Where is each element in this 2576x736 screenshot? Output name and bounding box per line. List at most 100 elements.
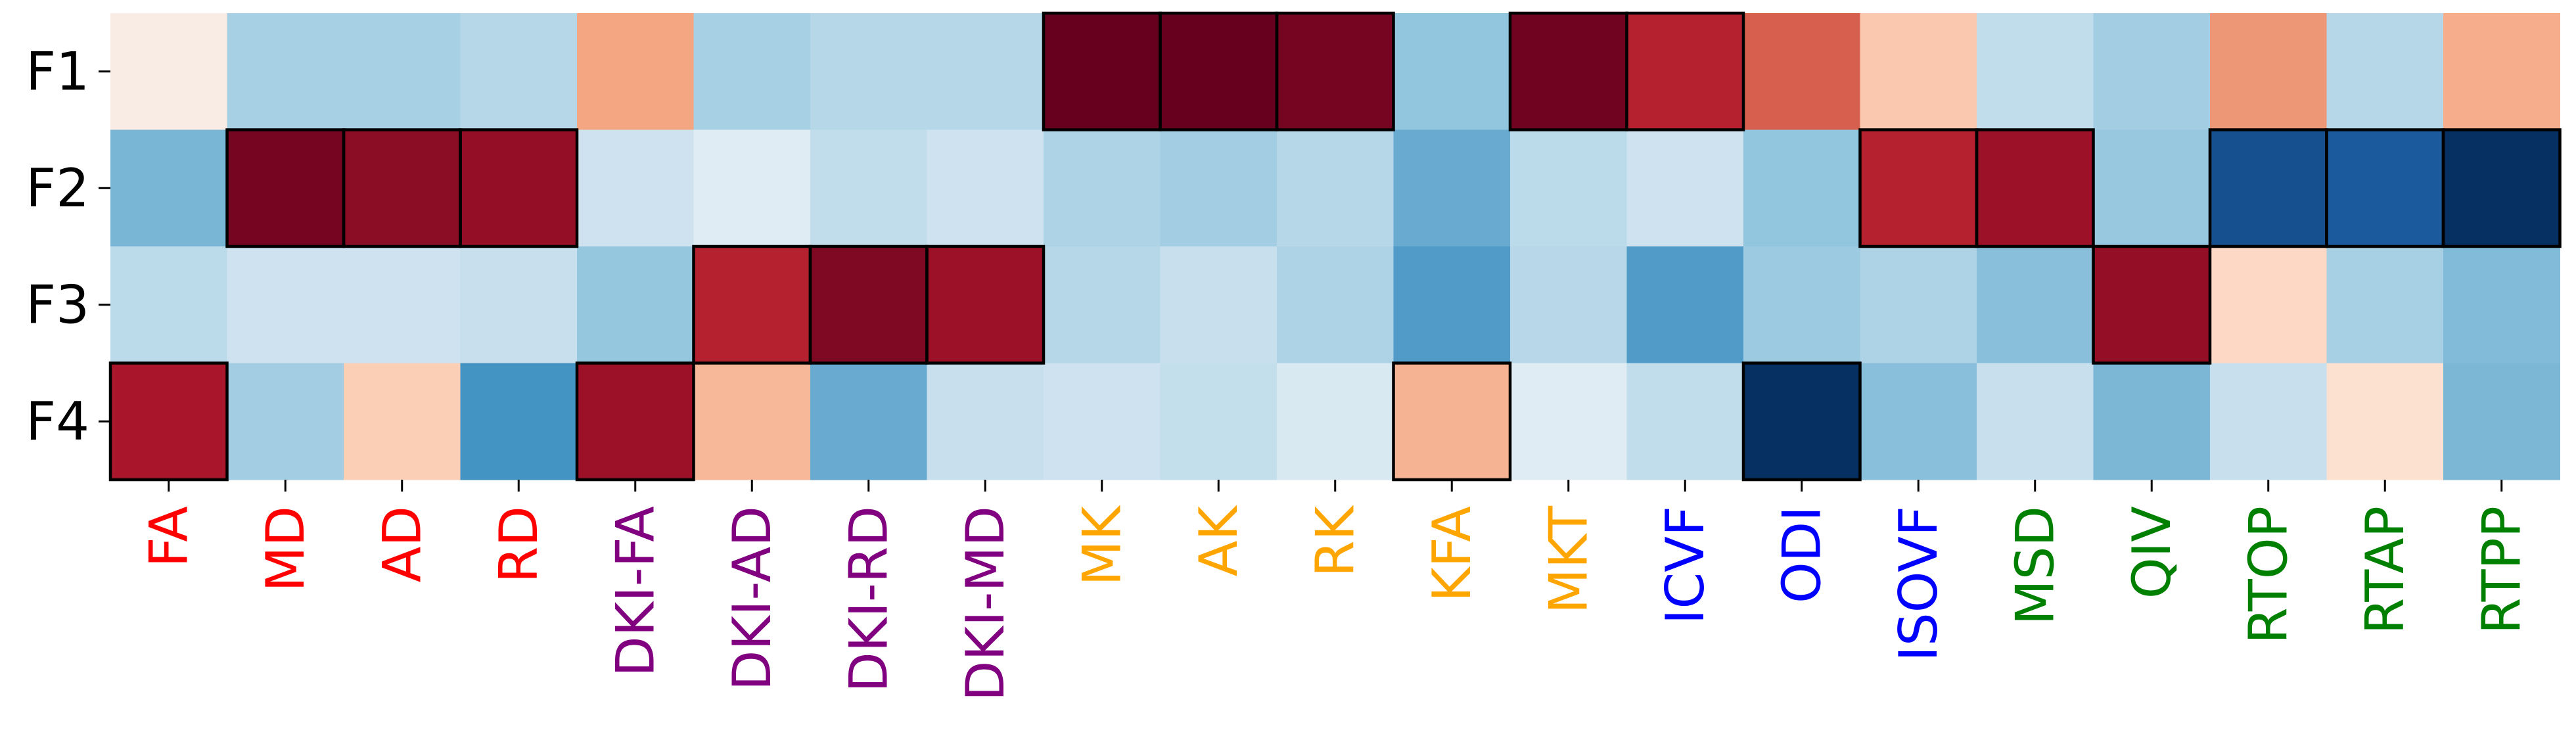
highlight-border-F1-RK xyxy=(1275,11,1395,131)
heatmap-cell-F4-QIV xyxy=(2093,363,2211,480)
highlight-border-F3-DKI-MD xyxy=(925,244,1046,365)
highlight-border-F2-RD xyxy=(459,128,579,248)
heatmap-cell-F4-MSD xyxy=(1977,363,2094,480)
heatmap-cell-F4-RTOP xyxy=(2210,363,2328,480)
heatmap-cell-F2-ISOVF xyxy=(1860,129,1977,247)
heatmap-cell-F2-RTAP xyxy=(2326,129,2444,247)
heatmap-cell-F3-ODI xyxy=(1743,246,1861,364)
heatmap-cell-F2-MD xyxy=(227,129,344,247)
heatmap-cell-F2-MK xyxy=(1044,129,1161,247)
heatmap-cell-F1-ICVF xyxy=(1626,13,1744,131)
heatmap-cell-F2-ICVF xyxy=(1626,129,1744,247)
heatmap-cell-F3-MD xyxy=(227,246,344,364)
x-tick-label-DKI-MD: DKI-MD xyxy=(955,506,1016,701)
heatmap-cell-F1-DKI-FA xyxy=(577,13,695,131)
x-tick-label-DKI-AD: DKI-AD xyxy=(722,506,783,691)
heatmap-cell-F2-RTPP xyxy=(2443,129,2561,247)
heatmap-cell-F4-MK xyxy=(1044,363,1161,480)
y-axis: F1 F2 F3 F4 xyxy=(26,41,110,452)
heatmap-cell-F4-DKI-FA xyxy=(577,363,695,480)
heatmap-cell-F3-RD xyxy=(460,246,578,364)
heatmap-cell-F3-DKI-RD xyxy=(810,246,928,364)
heatmap-cell-F2-RTOP xyxy=(2210,129,2328,247)
heatmap-cell-F2-DKI-RD xyxy=(810,129,928,247)
heatmap-cell-F1-RTAP xyxy=(2326,13,2444,131)
highlight-border-F2-RTPP xyxy=(2441,128,2562,248)
heatmap-cell-F2-AK xyxy=(1160,129,1277,247)
heatmap-cell-F2-DKI-MD xyxy=(927,129,1044,247)
heatmap-cell-F1-QIV xyxy=(2093,13,2211,131)
heatmap-cell-F3-RTOP xyxy=(2210,246,2328,364)
heatmap-cell-F2-AD xyxy=(344,129,461,247)
x-tick-label-RTPP: RTPP xyxy=(2471,506,2532,634)
x-axis: FA MD AD RD DKI-FA DKI-AD DKI-RD DKI-MD MK AK RK KF… xyxy=(138,480,2532,701)
highlight-border-F3-QIV xyxy=(2092,244,2212,365)
heatmap-cell-F1-RTPP xyxy=(2443,13,2561,131)
x-tick-label-FA: FA xyxy=(138,506,199,568)
heatmap-cell-F3-FA xyxy=(110,246,228,364)
heatmap-cell-F3-ISOVF xyxy=(1860,246,1977,364)
x-tick-label-ICVF: ICVF xyxy=(1655,506,1716,624)
heatmap-cell-F3-DKI-AD xyxy=(693,246,811,364)
x-tick-label-KFA: KFA xyxy=(1421,506,1483,602)
heatmap-cell-F4-RK xyxy=(1277,363,1394,480)
heatmap-cell-F3-QIV xyxy=(2093,246,2211,364)
heatmap-cell-F4-MD xyxy=(227,363,344,480)
heatmap-cell-F1-AD xyxy=(344,13,461,131)
heatmap-cell-F1-MSD xyxy=(1977,13,2094,131)
heatmap-cell-F2-DKI-AD xyxy=(693,129,811,247)
x-tick-label-MSD: MSD xyxy=(2004,506,2065,625)
x-tick-label-AD: AD xyxy=(371,506,432,582)
heatmap-cell-F1-AK xyxy=(1160,13,1277,131)
heatmap-cell-F4-DKI-RD xyxy=(810,363,928,480)
heatmap-cell-F4-RTPP xyxy=(2443,363,2561,480)
x-tick-label-DKI-FA: DKI-FA xyxy=(605,506,666,677)
highlight-border-F2-MSD xyxy=(1975,128,2095,248)
heatmap-cell-F3-MKT xyxy=(1510,246,1628,364)
heatmap-cell-F4-FA xyxy=(110,363,228,480)
y-tick-label-F4: F4 xyxy=(26,391,89,452)
heatmap-cell-F1-MKT xyxy=(1510,13,1628,131)
heatmap-cell-F1-DKI-MD xyxy=(927,13,1044,131)
heatmap-cell-F3-RTAP xyxy=(2326,246,2444,364)
heatmap-cell-F2-RK xyxy=(1277,129,1394,247)
heatmap-cell-F3-RK xyxy=(1277,246,1394,364)
x-tick-label-MKT: MKT xyxy=(1538,505,1599,614)
heatmap-cell-F4-RD xyxy=(460,363,578,480)
heatmap-cell-F4-RTAP xyxy=(2326,363,2444,480)
y-tick-label-F2: F2 xyxy=(26,158,89,219)
heatmap-cell-F2-RD xyxy=(460,129,578,247)
x-tick-label-ISOVF: ISOVF xyxy=(1888,506,1949,662)
x-tick-label-RTAP: RTAP xyxy=(2355,506,2416,634)
heatmap-cell-F3-DKI-MD xyxy=(927,246,1044,364)
heatmap-cell-F2-DKI-FA xyxy=(577,129,695,247)
heatmap-cell-F3-RTPP xyxy=(2443,246,2561,364)
y-tick-label-F1: F1 xyxy=(26,41,89,102)
heatmap-cell-F1-DKI-AD xyxy=(693,13,811,131)
x-tick-label-RTOP: RTOP xyxy=(2238,506,2299,644)
x-tick-label-RK: RK xyxy=(1304,504,1366,577)
heatmap-cell-F3-ICVF xyxy=(1626,246,1744,364)
heatmap-cell-F3-AK xyxy=(1160,246,1277,364)
heatmap-cell-F3-MSD xyxy=(1977,246,2094,364)
heatmap-cell-F1-MK xyxy=(1044,13,1161,131)
heatmap-cell-F2-MKT xyxy=(1510,129,1628,247)
x-tick-label-ODI: ODI xyxy=(1771,506,1832,603)
x-tick-label-MK: MK xyxy=(1071,504,1132,586)
heatmap-cell-F4-DKI-MD xyxy=(927,363,1044,480)
heatmap-cell-F3-MK xyxy=(1044,246,1161,364)
heatmap-cell-F2-KFA xyxy=(1393,129,1511,247)
x-tick-label-DKI-RD: DKI-RD xyxy=(838,506,899,693)
heatmap-cell-F3-DKI-FA xyxy=(577,246,695,364)
heatmap-cell-F1-RK xyxy=(1277,13,1394,131)
heatmap-cell-F3-AD xyxy=(344,246,461,364)
heatmap-cell-F2-MSD xyxy=(1977,129,2094,247)
heatmap-cell-F4-ODI xyxy=(1743,363,1861,480)
x-tick-label-RD: RD xyxy=(488,506,549,583)
x-tick-label-MD: MD xyxy=(255,506,316,592)
heatmap-cell-F1-MD xyxy=(227,13,344,131)
heatmap-cell-F1-RTOP xyxy=(2210,13,2328,131)
y-tick-label-F3: F3 xyxy=(26,274,89,335)
heatmap-cell-F1-ISOVF xyxy=(1860,13,1977,131)
